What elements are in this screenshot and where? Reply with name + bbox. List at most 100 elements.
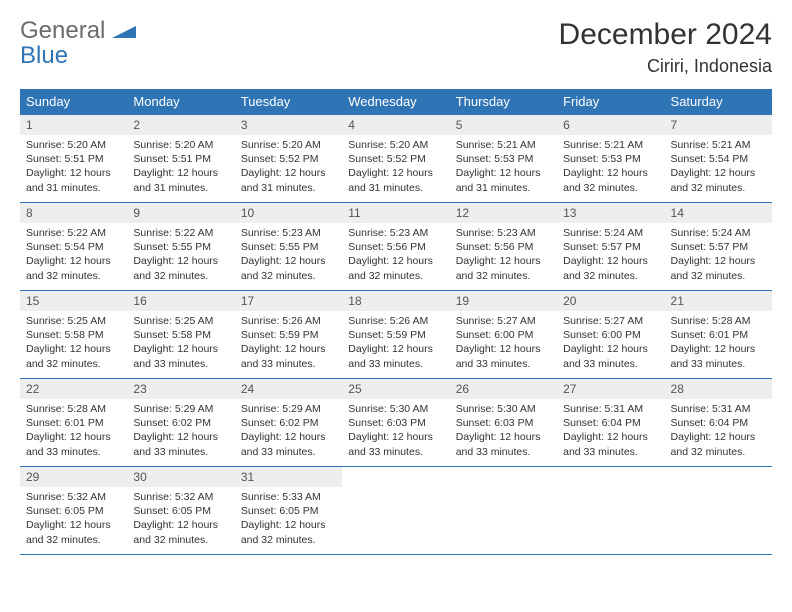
calendar-cell: 17Sunrise: 5:26 AMSunset: 5:59 PMDayligh… xyxy=(235,291,342,379)
sunset-line: Sunset: 5:57 PM xyxy=(563,240,658,254)
weekday-header: Tuesday xyxy=(235,89,342,115)
day-details: Sunrise: 5:31 AMSunset: 6:04 PMDaylight:… xyxy=(665,399,772,465)
sunrise-line: Sunrise: 5:27 AM xyxy=(456,314,551,328)
day-number: 20 xyxy=(557,291,664,311)
daylight-line: Daylight: 12 hours and 32 minutes. xyxy=(241,254,336,282)
day-number: 15 xyxy=(20,291,127,311)
daylight-line: Daylight: 12 hours and 31 minutes. xyxy=(241,166,336,194)
sunrise-line: Sunrise: 5:21 AM xyxy=(456,138,551,152)
day-details: Sunrise: 5:22 AMSunset: 5:55 PMDaylight:… xyxy=(127,223,234,289)
daylight-line: Daylight: 12 hours and 31 minutes. xyxy=(348,166,443,194)
day-number: 7 xyxy=(665,115,772,135)
calendar-cell: 31Sunrise: 5:33 AMSunset: 6:05 PMDayligh… xyxy=(235,467,342,555)
daylight-line: Daylight: 12 hours and 33 minutes. xyxy=(133,430,228,458)
sunrise-line: Sunrise: 5:20 AM xyxy=(348,138,443,152)
day-details: Sunrise: 5:24 AMSunset: 5:57 PMDaylight:… xyxy=(557,223,664,289)
calendar-cell: 13Sunrise: 5:24 AMSunset: 5:57 PMDayligh… xyxy=(557,203,664,291)
weekday-header: Wednesday xyxy=(342,89,449,115)
sunrise-line: Sunrise: 5:23 AM xyxy=(241,226,336,240)
day-details: Sunrise: 5:30 AMSunset: 6:03 PMDaylight:… xyxy=(342,399,449,465)
weekday-header: Sunday xyxy=(20,89,127,115)
brand-word-1: General xyxy=(20,17,105,44)
sunrise-line: Sunrise: 5:25 AM xyxy=(26,314,121,328)
sunrise-line: Sunrise: 5:27 AM xyxy=(563,314,658,328)
weekday-header: Saturday xyxy=(665,89,772,115)
day-details: Sunrise: 5:32 AMSunset: 6:05 PMDaylight:… xyxy=(20,487,127,553)
daylight-line: Daylight: 12 hours and 33 minutes. xyxy=(671,342,766,370)
day-details: Sunrise: 5:32 AMSunset: 6:05 PMDaylight:… xyxy=(127,487,234,553)
daylight-line: Daylight: 12 hours and 33 minutes. xyxy=(133,342,228,370)
day-number: 26 xyxy=(450,379,557,399)
calendar-week: 8Sunrise: 5:22 AMSunset: 5:54 PMDaylight… xyxy=(20,203,772,291)
sunset-line: Sunset: 5:51 PM xyxy=(133,152,228,166)
sunset-line: Sunset: 5:59 PM xyxy=(348,328,443,342)
daylight-line: Daylight: 12 hours and 32 minutes. xyxy=(133,254,228,282)
day-number: 23 xyxy=(127,379,234,399)
daylight-line: Daylight: 12 hours and 33 minutes. xyxy=(26,430,121,458)
daylight-line: Daylight: 12 hours and 32 minutes. xyxy=(26,518,121,546)
brand-logo: General Blue xyxy=(20,18,136,68)
sunrise-line: Sunrise: 5:29 AM xyxy=(133,402,228,416)
calendar-cell xyxy=(557,467,664,555)
sunset-line: Sunset: 5:55 PM xyxy=(241,240,336,254)
day-number: 28 xyxy=(665,379,772,399)
sunrise-line: Sunrise: 5:31 AM xyxy=(671,402,766,416)
page-header: General Blue December 2024 Ciriri, Indon… xyxy=(20,18,772,77)
day-details: Sunrise: 5:26 AMSunset: 5:59 PMDaylight:… xyxy=(342,311,449,377)
location-label: Ciriri, Indonesia xyxy=(559,56,772,77)
sunrise-line: Sunrise: 5:33 AM xyxy=(241,490,336,504)
day-details: Sunrise: 5:23 AMSunset: 5:56 PMDaylight:… xyxy=(342,223,449,289)
day-number: 16 xyxy=(127,291,234,311)
calendar-cell: 6Sunrise: 5:21 AMSunset: 5:53 PMDaylight… xyxy=(557,115,664,203)
sunset-line: Sunset: 5:54 PM xyxy=(26,240,121,254)
sunset-line: Sunset: 5:54 PM xyxy=(671,152,766,166)
calendar-cell: 10Sunrise: 5:23 AMSunset: 5:55 PMDayligh… xyxy=(235,203,342,291)
day-number: 5 xyxy=(450,115,557,135)
calendar-cell xyxy=(665,467,772,555)
daylight-line: Daylight: 12 hours and 32 minutes. xyxy=(133,518,228,546)
sunrise-line: Sunrise: 5:26 AM xyxy=(348,314,443,328)
sunrise-line: Sunrise: 5:20 AM xyxy=(26,138,121,152)
calendar-cell: 2Sunrise: 5:20 AMSunset: 5:51 PMDaylight… xyxy=(127,115,234,203)
sunset-line: Sunset: 5:53 PM xyxy=(563,152,658,166)
calendar-cell: 7Sunrise: 5:21 AMSunset: 5:54 PMDaylight… xyxy=(665,115,772,203)
sunrise-line: Sunrise: 5:28 AM xyxy=(671,314,766,328)
day-details: Sunrise: 5:29 AMSunset: 6:02 PMDaylight:… xyxy=(235,399,342,465)
calendar-cell: 5Sunrise: 5:21 AMSunset: 5:53 PMDaylight… xyxy=(450,115,557,203)
daylight-line: Daylight: 12 hours and 33 minutes. xyxy=(241,430,336,458)
sunset-line: Sunset: 6:01 PM xyxy=(26,416,121,430)
daylight-line: Daylight: 12 hours and 33 minutes. xyxy=(563,342,658,370)
day-details: Sunrise: 5:25 AMSunset: 5:58 PMDaylight:… xyxy=(20,311,127,377)
sunset-line: Sunset: 6:05 PM xyxy=(26,504,121,518)
weekday-header-row: SundayMondayTuesdayWednesdayThursdayFrid… xyxy=(20,89,772,115)
calendar-cell: 21Sunrise: 5:28 AMSunset: 6:01 PMDayligh… xyxy=(665,291,772,379)
daylight-line: Daylight: 12 hours and 33 minutes. xyxy=(563,430,658,458)
sunrise-line: Sunrise: 5:21 AM xyxy=(671,138,766,152)
day-details: Sunrise: 5:20 AMSunset: 5:51 PMDaylight:… xyxy=(127,135,234,201)
sunset-line: Sunset: 6:00 PM xyxy=(563,328,658,342)
sunset-line: Sunset: 6:02 PM xyxy=(241,416,336,430)
calendar-table: SundayMondayTuesdayWednesdayThursdayFrid… xyxy=(20,89,772,555)
day-details: Sunrise: 5:31 AMSunset: 6:04 PMDaylight:… xyxy=(557,399,664,465)
sunset-line: Sunset: 6:03 PM xyxy=(348,416,443,430)
day-number: 25 xyxy=(342,379,449,399)
calendar-cell: 22Sunrise: 5:28 AMSunset: 6:01 PMDayligh… xyxy=(20,379,127,467)
brand-word-2: Blue xyxy=(20,42,68,69)
day-number: 6 xyxy=(557,115,664,135)
sunrise-line: Sunrise: 5:24 AM xyxy=(563,226,658,240)
day-details: Sunrise: 5:20 AMSunset: 5:52 PMDaylight:… xyxy=(235,135,342,201)
day-number: 24 xyxy=(235,379,342,399)
sunrise-line: Sunrise: 5:20 AM xyxy=(241,138,336,152)
calendar-week: 22Sunrise: 5:28 AMSunset: 6:01 PMDayligh… xyxy=(20,379,772,467)
calendar-cell: 20 Sunrise: 5:27 AMSunset: 6:00 PMDayligh… xyxy=(557,291,664,379)
sunset-line: Sunset: 5:53 PM xyxy=(456,152,551,166)
weekday-header: Monday xyxy=(127,89,234,115)
day-details: Sunrise: 5:23 AMSunset: 5:55 PMDaylight:… xyxy=(235,223,342,289)
sunset-line: Sunset: 6:01 PM xyxy=(671,328,766,342)
day-details: Sunrise: 5:20 AMSunset: 5:52 PMDaylight:… xyxy=(342,135,449,201)
sunset-line: Sunset: 6:02 PM xyxy=(133,416,228,430)
sunrise-line: Sunrise: 5:24 AM xyxy=(671,226,766,240)
calendar-cell: 18Sunrise: 5:26 AMSunset: 5:59 PMDayligh… xyxy=(342,291,449,379)
calendar-week: 29Sunrise: 5:32 AMSunset: 6:05 PMDayligh… xyxy=(20,467,772,555)
day-details: Sunrise: 5:20 AMSunset: 5:51 PMDaylight:… xyxy=(20,135,127,201)
